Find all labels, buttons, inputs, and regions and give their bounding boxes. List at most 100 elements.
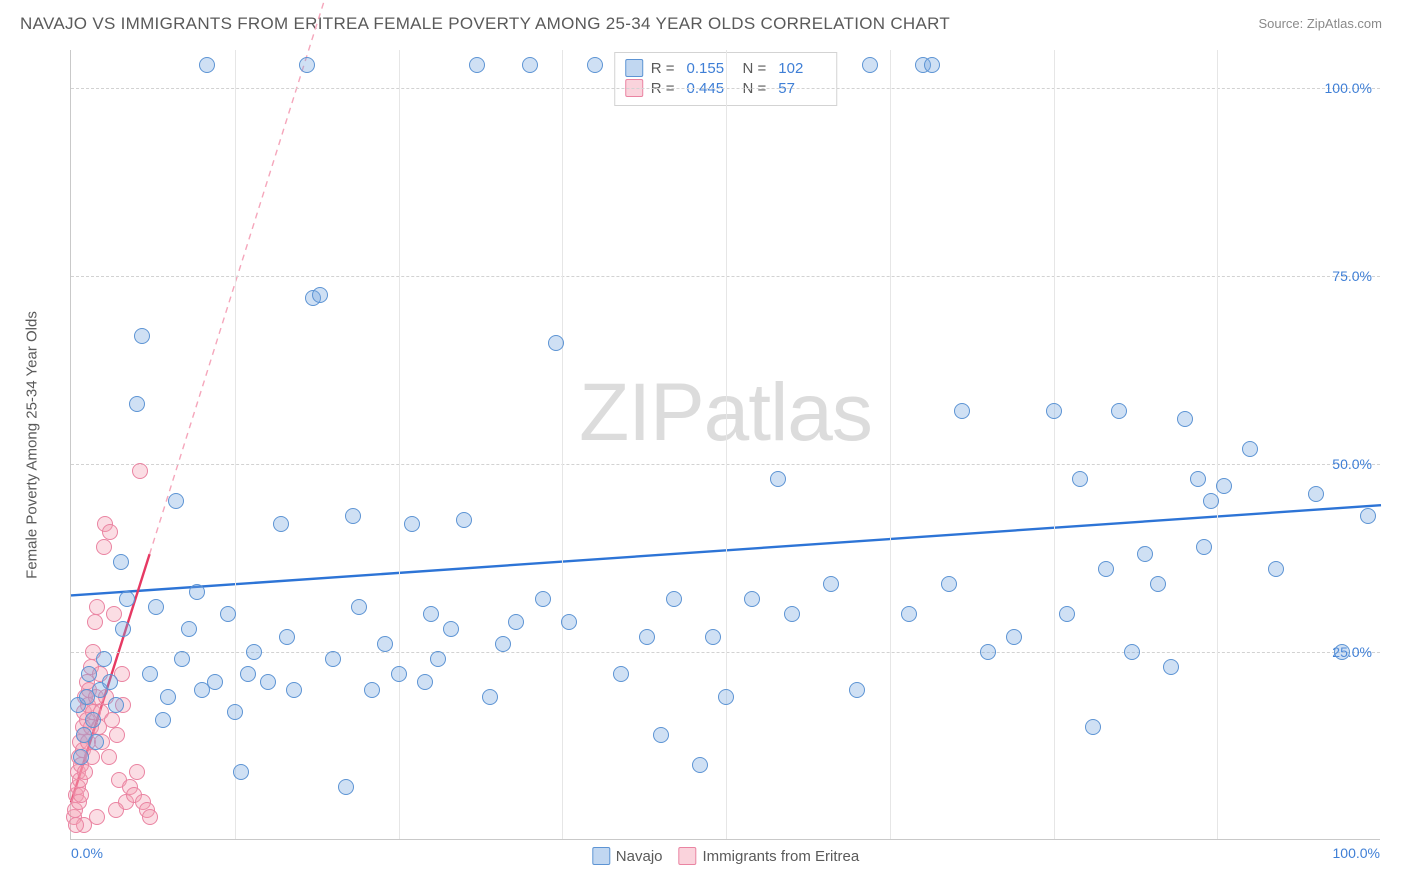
scatter-point-eritrea	[89, 599, 105, 615]
scatter-point-navajo	[718, 689, 734, 705]
scatter-point-navajo	[469, 57, 485, 73]
scatter-point-navajo	[81, 666, 97, 682]
scatter-point-navajo	[325, 651, 341, 667]
scatter-point-eritrea	[129, 764, 145, 780]
scatter-point-navajo	[417, 674, 433, 690]
scatter-point-navajo	[207, 674, 223, 690]
scatter-point-navajo	[338, 779, 354, 795]
scatter-point-navajo	[168, 493, 184, 509]
scatter-point-navajo	[770, 471, 786, 487]
series-legend: Navajo Immigrants from Eritrea	[592, 847, 859, 865]
scatter-point-navajo	[862, 57, 878, 73]
swatch-navajo	[625, 59, 643, 77]
scatter-point-navajo	[423, 606, 439, 622]
grid-v	[726, 50, 727, 839]
legend-label-navajo: Navajo	[616, 848, 663, 865]
scatter-point-navajo	[88, 734, 104, 750]
scatter-point-navajo	[113, 554, 129, 570]
scatter-point-navajo	[189, 584, 205, 600]
scatter-point-navajo	[1196, 539, 1212, 555]
scatter-point-navajo	[980, 644, 996, 660]
scatter-point-eritrea	[89, 809, 105, 825]
scatter-point-navajo	[744, 591, 760, 607]
scatter-point-navajo	[286, 682, 302, 698]
scatter-point-navajo	[1334, 644, 1350, 660]
scatter-point-navajo	[1124, 644, 1140, 660]
chart-title: NAVAJO VS IMMIGRANTS FROM ERITREA FEMALE…	[20, 14, 950, 34]
y-tick-label: 100.0%	[1325, 80, 1372, 96]
grid-v	[890, 50, 891, 839]
scatter-point-navajo	[1137, 546, 1153, 562]
scatter-point-navajo	[174, 651, 190, 667]
scatter-point-navajo	[954, 403, 970, 419]
scatter-point-navajo	[108, 697, 124, 713]
scatter-point-navajo	[1072, 471, 1088, 487]
scatter-point-navajo	[901, 606, 917, 622]
scatter-point-navajo	[1046, 403, 1062, 419]
scatter-point-navajo	[364, 682, 380, 698]
scatter-point-navajo	[1085, 719, 1101, 735]
scatter-point-navajo	[96, 651, 112, 667]
scatter-point-navajo	[160, 689, 176, 705]
scatter-point-eritrea	[73, 787, 89, 803]
scatter-point-navajo	[692, 757, 708, 773]
scatter-point-navajo	[119, 591, 135, 607]
scatter-point-navajo	[587, 57, 603, 73]
scatter-point-navajo	[1177, 411, 1193, 427]
scatter-point-navajo	[941, 576, 957, 592]
scatter-point-navajo	[279, 629, 295, 645]
source-attribution: Source: ZipAtlas.com	[1258, 16, 1382, 31]
grid-v	[1217, 50, 1218, 839]
scatter-point-navajo	[240, 666, 256, 682]
scatter-point-navajo	[548, 335, 564, 351]
scatter-point-navajo	[1150, 576, 1166, 592]
scatter-point-navajo	[199, 57, 215, 73]
scatter-point-navajo	[73, 749, 89, 765]
scatter-point-eritrea	[68, 817, 84, 833]
scatter-point-eritrea	[96, 539, 112, 555]
scatter-point-navajo	[345, 508, 361, 524]
scatter-point-navajo	[613, 666, 629, 682]
scatter-point-eritrea	[142, 809, 158, 825]
scatter-point-navajo	[299, 57, 315, 73]
scatter-point-eritrea	[104, 712, 120, 728]
scatter-point-navajo	[312, 287, 328, 303]
y-tick-label: 75.0%	[1332, 268, 1372, 284]
scatter-point-navajo	[495, 636, 511, 652]
y-axis-title: Female Poverty Among 25-34 Year Olds	[24, 311, 41, 579]
scatter-point-navajo	[134, 328, 150, 344]
scatter-point-navajo	[1203, 493, 1219, 509]
scatter-point-navajo	[443, 621, 459, 637]
legend-item-eritrea: Immigrants from Eritrea	[679, 847, 860, 865]
scatter-point-navajo	[430, 651, 446, 667]
y-tick-label: 50.0%	[1332, 456, 1372, 472]
scatter-point-navajo	[1111, 403, 1127, 419]
source-name: ZipAtlas.com	[1307, 16, 1382, 31]
scatter-point-navajo	[220, 606, 236, 622]
scatter-point-navajo	[823, 576, 839, 592]
swatch-eritrea	[679, 847, 697, 865]
scatter-point-navajo	[85, 712, 101, 728]
scatter-point-navajo	[129, 396, 145, 412]
scatter-point-navajo	[639, 629, 655, 645]
scatter-point-navajo	[456, 512, 472, 528]
grid-v	[399, 50, 400, 839]
scatter-point-navajo	[1216, 478, 1232, 494]
scatter-point-eritrea	[102, 524, 118, 540]
scatter-point-eritrea	[77, 764, 93, 780]
scatter-point-navajo	[1308, 486, 1324, 502]
scatter-point-navajo	[102, 674, 118, 690]
grid-v	[235, 50, 236, 839]
scatter-point-navajo	[849, 682, 865, 698]
scatter-point-navajo	[653, 727, 669, 743]
legend-label-eritrea: Immigrants from Eritrea	[703, 848, 860, 865]
scatter-point-navajo	[1268, 561, 1284, 577]
scatter-point-eritrea	[108, 802, 124, 818]
scatter-point-navajo	[482, 689, 498, 705]
scatter-point-navajo	[784, 606, 800, 622]
scatter-point-navajo	[377, 636, 393, 652]
x-tick-right: 100.0%	[1333, 845, 1380, 861]
scatter-point-navajo	[1242, 441, 1258, 457]
scatter-point-navajo	[233, 764, 249, 780]
scatter-point-navajo	[522, 57, 538, 73]
